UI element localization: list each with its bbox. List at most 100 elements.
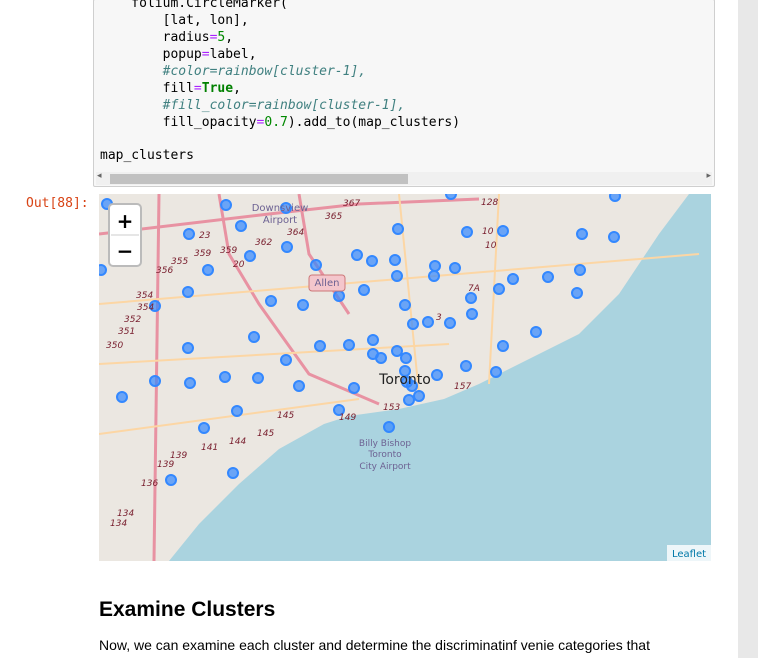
place-label: Downsview bbox=[252, 203, 309, 214]
cluster-marker[interactable] bbox=[182, 342, 194, 354]
cluster-marker[interactable] bbox=[333, 290, 345, 302]
cluster-marker[interactable] bbox=[466, 308, 478, 320]
cluster-marker[interactable] bbox=[202, 264, 214, 276]
cluster-marker[interactable] bbox=[413, 390, 425, 402]
attribution[interactable]: Leaflet bbox=[672, 549, 706, 560]
cluster-marker[interactable] bbox=[314, 340, 326, 352]
cluster-marker[interactable] bbox=[391, 345, 403, 357]
cluster-marker[interactable] bbox=[571, 287, 583, 299]
road-label: 365 bbox=[325, 212, 342, 222]
code-line: fill=True, bbox=[100, 81, 241, 96]
cluster-marker[interactable] bbox=[574, 264, 586, 276]
cluster-marker[interactable] bbox=[407, 318, 419, 330]
cluster-marker[interactable] bbox=[265, 295, 277, 307]
cluster-marker[interactable] bbox=[310, 259, 322, 271]
cluster-marker[interactable] bbox=[497, 225, 509, 237]
cluster-marker[interactable] bbox=[333, 404, 345, 416]
road-label: 153 bbox=[383, 403, 400, 413]
road-label: 359 bbox=[220, 246, 237, 256]
code-line: folium.CircleMarker( bbox=[100, 0, 288, 11]
cluster-marker[interactable] bbox=[445, 194, 457, 200]
cluster-marker[interactable] bbox=[99, 264, 107, 276]
cluster-marker[interactable] bbox=[399, 365, 411, 377]
cluster-marker[interactable] bbox=[542, 271, 554, 283]
cluster-marker[interactable] bbox=[422, 316, 434, 328]
cluster-marker[interactable] bbox=[367, 334, 379, 346]
h-scrollbar[interactable]: ◂ ▸ bbox=[96, 170, 712, 185]
cluster-marker[interactable] bbox=[220, 199, 232, 211]
cluster-marker[interactable] bbox=[406, 380, 418, 392]
road-label: 362 bbox=[255, 238, 272, 248]
cluster-marker[interactable] bbox=[375, 352, 387, 364]
cluster-marker[interactable] bbox=[460, 360, 472, 372]
road-label: 144 bbox=[229, 437, 246, 447]
cluster-marker[interactable] bbox=[431, 369, 443, 381]
cluster-marker[interactable] bbox=[293, 380, 305, 392]
cluster-marker[interactable] bbox=[235, 220, 247, 232]
cluster-marker[interactable] bbox=[461, 226, 473, 238]
code-line: #fill_color=rainbow[cluster-1], bbox=[162, 98, 406, 113]
cluster-marker[interactable] bbox=[497, 340, 509, 352]
cluster-marker[interactable] bbox=[530, 326, 542, 338]
cluster-marker[interactable] bbox=[400, 352, 412, 364]
cluster-marker[interactable] bbox=[248, 331, 260, 343]
cluster-marker[interactable] bbox=[281, 241, 293, 253]
cluster-marker[interactable] bbox=[348, 382, 360, 394]
cluster-marker[interactable] bbox=[493, 283, 505, 295]
cluster-marker[interactable] bbox=[252, 372, 264, 384]
cluster-marker[interactable] bbox=[198, 422, 210, 434]
place-label: Allen bbox=[315, 278, 340, 289]
road-label: 20 bbox=[233, 260, 245, 270]
cluster-marker[interactable] bbox=[428, 270, 440, 282]
cluster-marker[interactable] bbox=[366, 255, 378, 267]
cluster-marker[interactable] bbox=[280, 354, 292, 366]
zoom-in[interactable]: + bbox=[117, 209, 134, 233]
cluster-marker[interactable] bbox=[609, 194, 621, 202]
cluster-marker[interactable] bbox=[182, 286, 194, 298]
cluster-marker[interactable] bbox=[165, 474, 177, 486]
v-scrollbar[interactable] bbox=[738, 0, 758, 658]
cluster-marker[interactable] bbox=[449, 262, 461, 274]
cluster-marker[interactable] bbox=[297, 299, 309, 311]
cluster-marker[interactable] bbox=[183, 228, 195, 240]
cluster-marker[interactable] bbox=[280, 202, 292, 214]
road-label: 364 bbox=[287, 228, 304, 238]
cluster-marker[interactable] bbox=[219, 371, 231, 383]
road-label: 139 bbox=[170, 451, 187, 461]
out-prompt: Out[88]: bbox=[26, 196, 89, 211]
cluster-marker[interactable] bbox=[244, 250, 256, 262]
place-label: Toronto bbox=[367, 450, 402, 460]
cluster-marker[interactable] bbox=[227, 467, 239, 479]
road-label: 10 bbox=[482, 227, 494, 237]
cluster-marker[interactable] bbox=[608, 231, 620, 243]
cluster-marker[interactable] bbox=[392, 223, 404, 235]
road-label: 157 bbox=[454, 382, 471, 392]
cluster-marker[interactable] bbox=[444, 317, 456, 329]
zoom-out[interactable]: − bbox=[117, 239, 134, 263]
cluster-marker[interactable] bbox=[465, 292, 477, 304]
road-label: 134 bbox=[117, 509, 134, 519]
cluster-marker[interactable] bbox=[383, 421, 395, 433]
cluster-marker[interactable] bbox=[403, 394, 415, 406]
cluster-marker[interactable] bbox=[231, 405, 243, 417]
cluster-marker[interactable] bbox=[358, 284, 370, 296]
scroll-thumb[interactable] bbox=[110, 174, 408, 184]
cluster-marker[interactable] bbox=[343, 339, 355, 351]
cluster-marker[interactable] bbox=[116, 391, 128, 403]
cluster-marker[interactable] bbox=[149, 375, 161, 387]
cluster-marker[interactable] bbox=[184, 377, 196, 389]
cluster-marker[interactable] bbox=[399, 299, 411, 311]
cluster-marker[interactable] bbox=[429, 260, 441, 272]
cluster-marker[interactable] bbox=[576, 228, 588, 240]
cluster-marker[interactable] bbox=[490, 366, 502, 378]
road-label: 356 bbox=[156, 266, 173, 276]
cluster-marker[interactable] bbox=[351, 249, 363, 261]
cluster-marker[interactable] bbox=[507, 273, 519, 285]
road-label: 141 bbox=[201, 443, 218, 453]
cluster-marker[interactable] bbox=[389, 254, 401, 266]
road-label: 10 bbox=[485, 241, 497, 251]
cluster-marker[interactable] bbox=[149, 300, 161, 312]
road-label: 354 bbox=[137, 303, 154, 313]
cluster-marker[interactable] bbox=[391, 270, 403, 282]
